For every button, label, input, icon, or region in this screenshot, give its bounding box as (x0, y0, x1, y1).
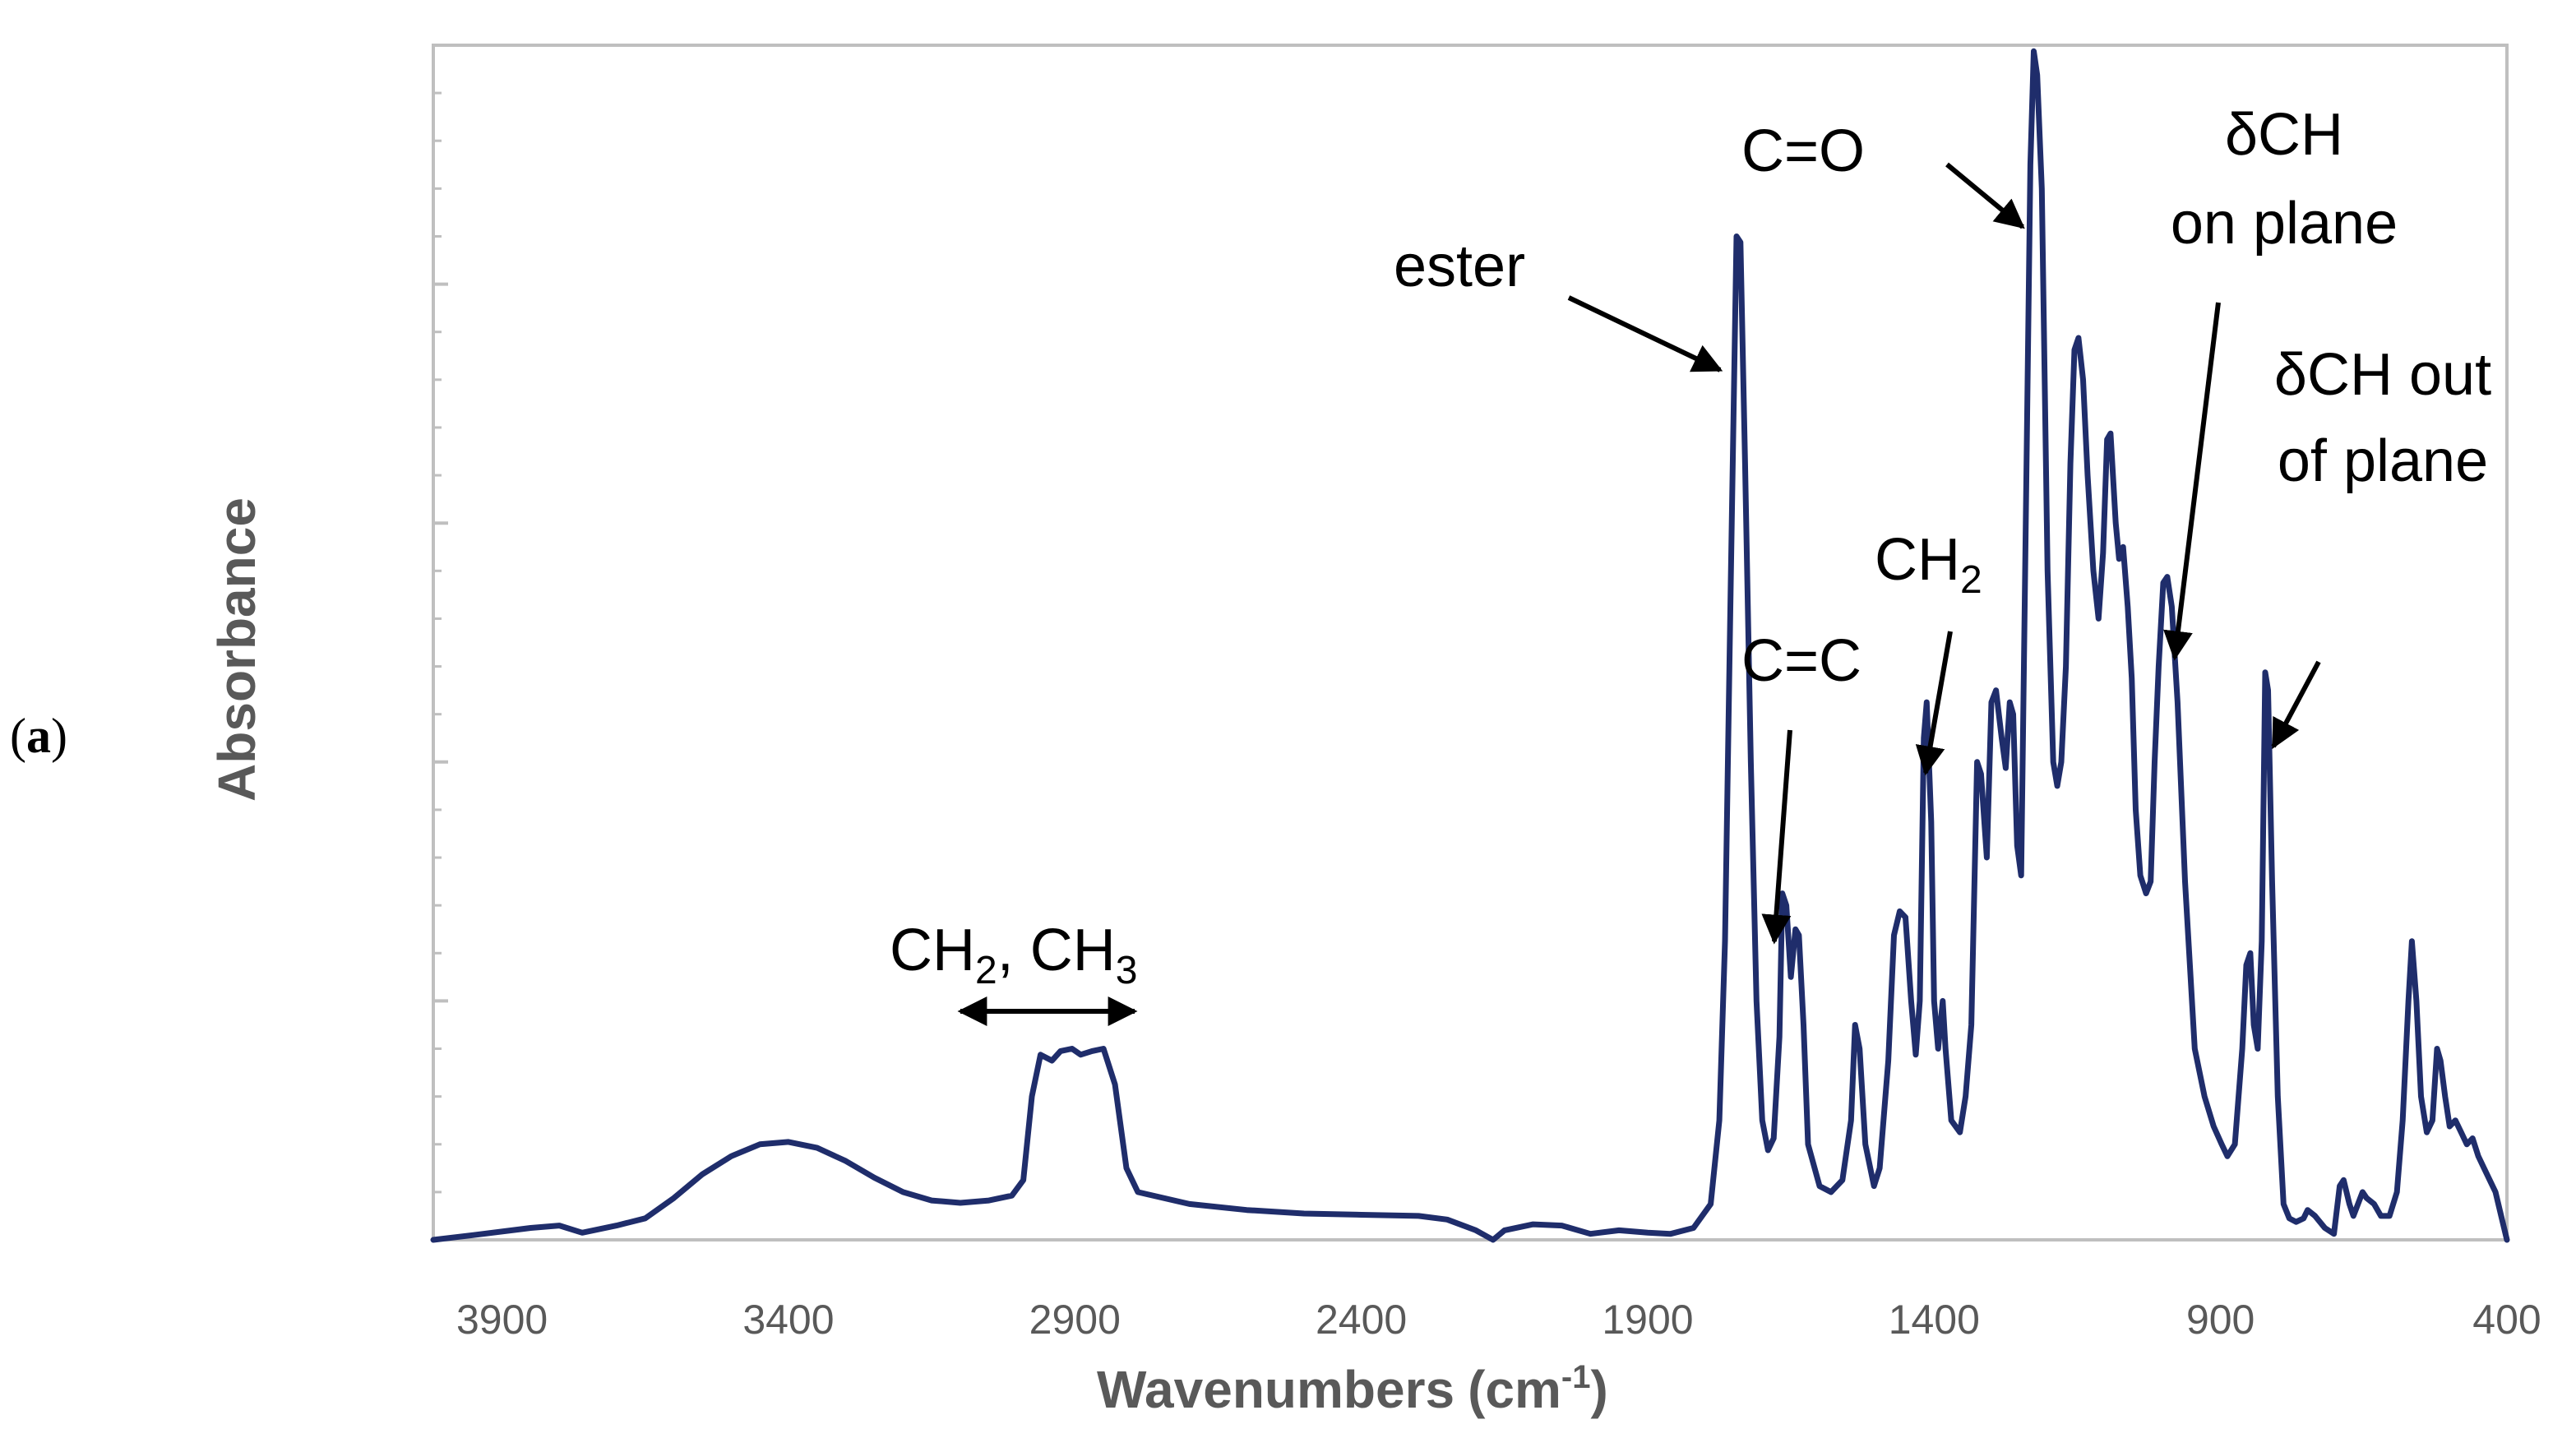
annotation-c-eq-c-label: C=C (1741, 628, 1861, 694)
annotation-ch2-ch3-label: CH2, CH3 (890, 918, 1137, 992)
annotation-ch2: CH2 (1875, 527, 1982, 776)
annotation-ch2-ch3: CH2, CH3 (890, 918, 1138, 1026)
annotation-c-eq-c: C=C (1741, 628, 1861, 945)
c-eq-c-arrow (1761, 729, 1792, 945)
x-tick-label: 400 (2472, 1297, 2541, 1343)
annotation-dch-on-plane-line2: on plane (2171, 191, 2398, 257)
annotation-c-eq-o-label: C=O (1741, 118, 1865, 184)
y-axis-title: Absorbance (207, 497, 266, 802)
x-axis-tick-labels: 3900 3400 2900 2400 1900 1400 900 400 (456, 1297, 2541, 1343)
plot-frame (432, 44, 2509, 1241)
annotation-dch-on-plane: δCH on plane (2163, 102, 2398, 661)
x-tick-label: 1900 (1602, 1297, 1693, 1343)
ch2-arrow (1915, 631, 1953, 776)
ester-arrow (1567, 295, 1723, 372)
annotation-ester: ester (1394, 234, 1723, 372)
x-tick-label: 900 (2186, 1297, 2255, 1343)
annotation-dch-out-of-plane-line2: of plane (2278, 428, 2488, 494)
annotation-c-eq-o: C=O (1741, 118, 2025, 229)
dch-on-plane-arrow (2163, 302, 2221, 661)
x-axis-title: Wavenumbers (cm-1) (1097, 1359, 1608, 1419)
annotation-ch2-label: CH2 (1875, 527, 1982, 602)
dch-out-of-plane-arrow (2271, 660, 2321, 750)
annotation-ester-label: ester (1394, 234, 1525, 299)
x-tick-label: 2400 (1316, 1297, 1407, 1343)
annotation-dch-on-plane-line1: δCH (2225, 102, 2343, 168)
annotation-dch-out-of-plane-line1: δCH out (2274, 342, 2491, 408)
spectrum-line (430, 48, 2510, 1243)
panel-label: (a) (10, 709, 67, 763)
x-tick-label: 3400 (742, 1297, 834, 1343)
y-axis-ticks (433, 44, 448, 1241)
x-tick-label: 2900 (1029, 1297, 1121, 1343)
x-tick-label: 3900 (456, 1297, 548, 1343)
x-tick-label: 1400 (1889, 1297, 1980, 1343)
annotation-dch-out-of-plane: δCH out of plane (2271, 342, 2491, 750)
c-eq-o-arrow (1945, 162, 2025, 229)
